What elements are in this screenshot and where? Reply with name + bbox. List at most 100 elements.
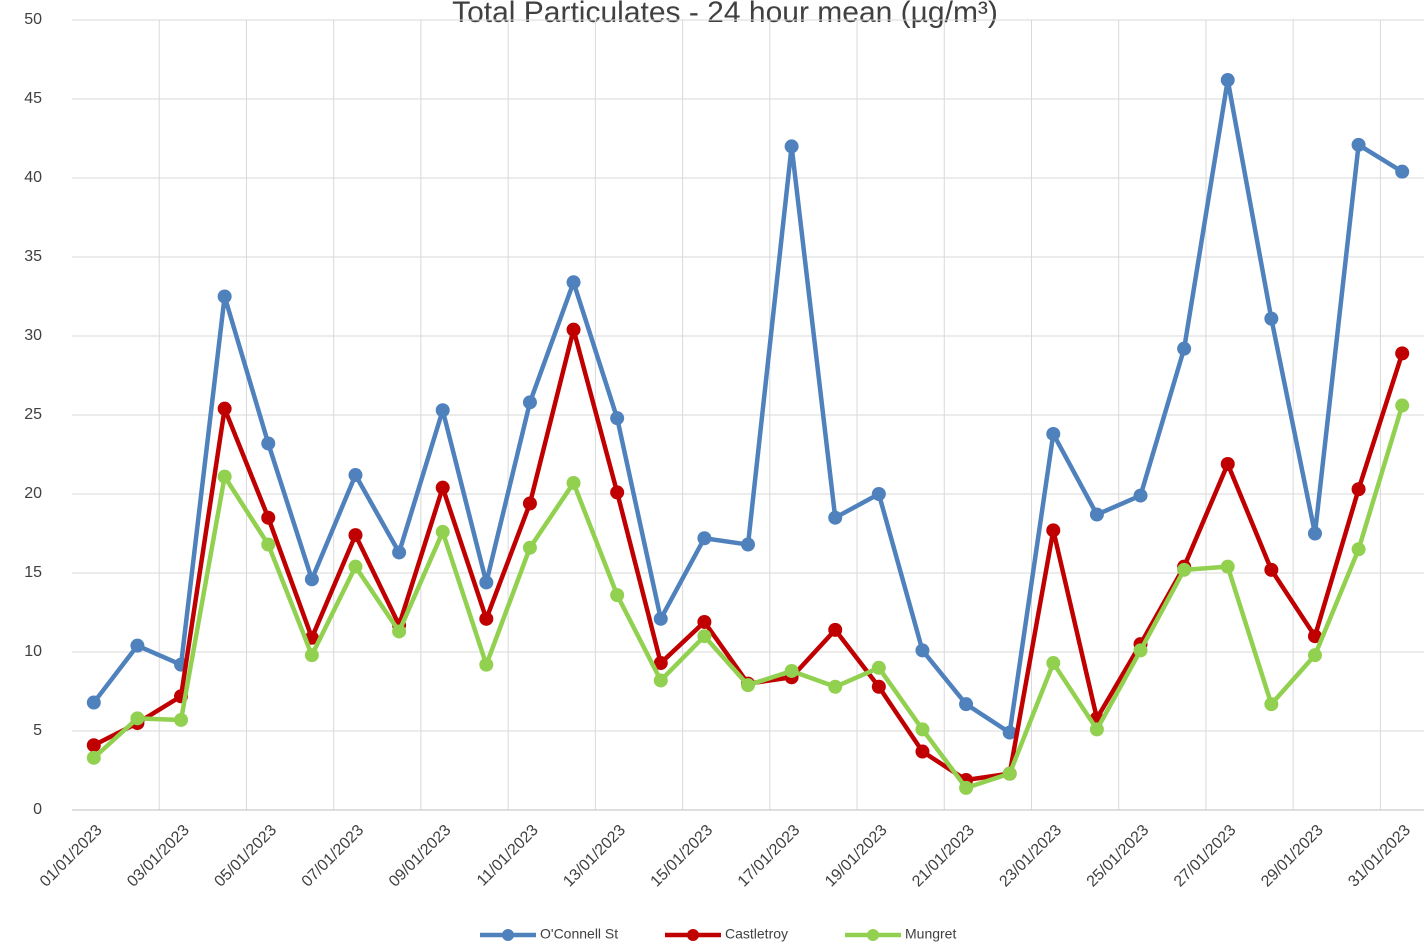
data-point — [1307, 629, 1322, 644]
data-point — [653, 673, 668, 688]
data-point — [130, 711, 145, 726]
data-point — [522, 496, 537, 511]
data-point — [86, 738, 101, 753]
data-point — [479, 657, 494, 672]
x-tick-label: 25/01/2023 — [1084, 822, 1153, 891]
data-point — [130, 638, 145, 653]
data-point — [1002, 766, 1017, 781]
data-point — [1089, 722, 1104, 737]
y-tick-label: 30 — [24, 327, 42, 344]
x-tick-label: 27/01/2023 — [1171, 822, 1240, 891]
data-point — [392, 624, 407, 639]
data-point — [261, 537, 276, 552]
x-tick-label: 31/01/2023 — [1345, 822, 1414, 891]
data-point — [915, 722, 930, 737]
data-point — [435, 480, 450, 495]
data-point — [1133, 643, 1148, 658]
data-point — [217, 469, 232, 484]
legend-marker — [867, 929, 879, 941]
data-point — [261, 436, 276, 451]
data-point — [348, 559, 363, 574]
data-point — [1264, 562, 1279, 577]
data-point — [1046, 523, 1061, 538]
data-point — [261, 510, 276, 525]
data-point — [653, 611, 668, 626]
data-point — [610, 485, 625, 500]
y-tick-label: 10 — [24, 643, 42, 660]
data-point — [784, 663, 799, 678]
legend-label: O'Connell St — [540, 926, 618, 942]
data-point — [1046, 656, 1061, 671]
data-point — [435, 524, 450, 539]
data-point — [522, 540, 537, 555]
data-point — [1264, 697, 1279, 712]
data-point — [1177, 341, 1192, 356]
data-point — [828, 679, 843, 694]
y-tick-label: 0 — [33, 801, 42, 818]
legend-label: Castletroy — [725, 926, 788, 942]
data-point — [1307, 648, 1322, 663]
data-point — [348, 468, 363, 483]
data-point — [304, 572, 319, 587]
data-point — [871, 487, 886, 501]
data-point — [871, 660, 886, 675]
x-tick-label: 15/01/2023 — [648, 822, 717, 891]
data-point — [1220, 456, 1235, 471]
data-point — [1264, 311, 1279, 326]
data-point — [610, 588, 625, 603]
x-tick-label: 23/01/2023 — [996, 822, 1065, 891]
x-tick-label: 29/01/2023 — [1258, 822, 1327, 891]
data-point — [348, 528, 363, 543]
data-point — [697, 531, 712, 546]
data-point — [1351, 542, 1366, 557]
data-point — [1307, 526, 1322, 541]
x-tick-label: 13/01/2023 — [560, 822, 629, 891]
x-tick-label: 11/01/2023 — [474, 822, 542, 890]
x-tick-label: 19/01/2023 — [822, 822, 891, 891]
data-point — [1133, 488, 1148, 503]
data-point — [1395, 398, 1410, 413]
y-tick-label: 35 — [24, 248, 42, 265]
x-tick-label: 07/01/2023 — [299, 822, 368, 891]
y-tick-label: 45 — [24, 90, 42, 107]
data-point — [566, 275, 581, 290]
data-point — [566, 322, 581, 337]
data-point — [566, 475, 581, 490]
data-point — [392, 545, 407, 560]
data-point — [1351, 482, 1366, 497]
data-point — [86, 750, 101, 765]
chart-title: Total Particulates - 24 hour mean (µg/m³… — [452, 0, 998, 29]
data-point — [915, 744, 930, 759]
data-point — [522, 395, 537, 410]
legend: O'Connell St Castletroy Mungret — [480, 926, 956, 942]
data-point — [653, 656, 668, 671]
legend-marker — [687, 929, 699, 941]
data-point — [959, 697, 974, 712]
data-point — [479, 611, 494, 626]
data-point — [1220, 559, 1235, 574]
data-point — [1046, 426, 1061, 441]
data-point — [217, 401, 232, 416]
data-point — [304, 648, 319, 663]
data-point — [86, 695, 101, 710]
y-tick-label: 5 — [33, 722, 42, 739]
x-tick-label: 21/01/2023 — [909, 822, 978, 891]
data-point — [610, 411, 625, 426]
data-point — [915, 643, 930, 658]
legend-label: Mungret — [905, 926, 956, 942]
data-point — [959, 780, 974, 795]
x-tick-label: 03/01/2023 — [124, 822, 193, 891]
data-point — [435, 403, 450, 418]
data-point — [828, 510, 843, 525]
data-point — [697, 614, 712, 629]
data-point — [784, 139, 799, 154]
data-point — [1220, 73, 1235, 88]
y-tick-label: 15 — [24, 564, 42, 581]
x-tick-label: 17/01/2023 — [735, 822, 804, 891]
data-point — [1002, 725, 1017, 740]
data-point — [1177, 562, 1192, 577]
data-point — [741, 678, 755, 693]
data-point — [871, 679, 886, 694]
